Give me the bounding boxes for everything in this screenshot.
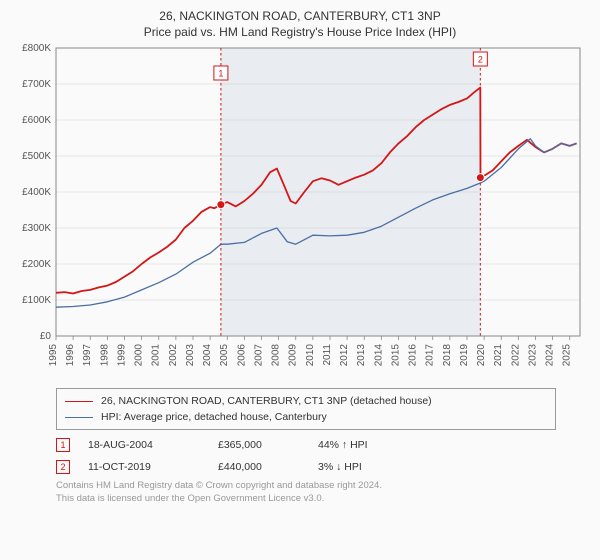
footnote: Contains HM Land Registry data © Crown c…: [56, 480, 588, 505]
svg-text:2013: 2013: [356, 344, 367, 367]
legend-label-pricepaid: 26, NACKINGTON ROAD, CANTERBURY, CT1 3NP…: [101, 395, 432, 407]
footnote-line1: Contains HM Land Registry data © Crown c…: [56, 480, 382, 491]
svg-text:£700K: £700K: [22, 79, 51, 90]
transaction-price-1: £365,000: [218, 439, 318, 451]
transaction-date-1: 18-AUG-2004: [88, 439, 218, 451]
svg-text:2: 2: [478, 55, 483, 65]
svg-text:2002: 2002: [168, 344, 179, 367]
legend-label-hpi: HPI: Average price, detached house, Cant…: [101, 411, 327, 423]
legend: 26, NACKINGTON ROAD, CANTERBURY, CT1 3NP…: [56, 388, 556, 430]
svg-text:2012: 2012: [339, 344, 350, 367]
svg-text:2004: 2004: [202, 344, 213, 367]
svg-text:1995: 1995: [48, 344, 59, 367]
svg-text:2008: 2008: [271, 344, 282, 367]
svg-text:2003: 2003: [185, 344, 196, 367]
transaction-row-1: 1 18-AUG-2004 £365,000 44% ↑ HPI: [56, 434, 556, 456]
svg-text:1999: 1999: [116, 344, 127, 367]
svg-text:2018: 2018: [442, 344, 453, 367]
svg-text:2009: 2009: [288, 344, 299, 367]
title-line1: 26, NACKINGTON ROAD, CANTERBURY, CT1 3NP: [159, 9, 440, 23]
svg-text:2005: 2005: [219, 344, 230, 367]
transaction-diff-2: 3% ↓ HPI: [318, 461, 438, 473]
transaction-row-2: 2 11-OCT-2019 £440,000 3% ↓ HPI: [56, 456, 556, 478]
legend-swatch-hpi: [65, 417, 93, 418]
legend-row-hpi: HPI: Average price, detached house, Cant…: [65, 409, 547, 425]
svg-text:1998: 1998: [99, 344, 110, 367]
svg-text:2014: 2014: [373, 344, 384, 367]
legend-row-pricepaid: 26, NACKINGTON ROAD, CANTERBURY, CT1 3NP…: [65, 393, 547, 409]
transaction-date-2: 11-OCT-2019: [88, 461, 218, 473]
svg-text:2016: 2016: [408, 344, 419, 367]
svg-text:£300K: £300K: [22, 223, 51, 234]
svg-text:2015: 2015: [390, 344, 401, 367]
svg-text:£200K: £200K: [22, 259, 51, 270]
svg-text:1996: 1996: [65, 344, 76, 367]
svg-text:2022: 2022: [510, 344, 521, 367]
svg-text:1997: 1997: [82, 344, 93, 367]
svg-text:£600K: £600K: [22, 115, 51, 126]
svg-text:£800K: £800K: [22, 43, 51, 54]
chart-area: £0 £100K £200K £300K £400K £500K £600K £700K £80…: [12, 42, 588, 382]
svg-text:£400K: £400K: [22, 187, 51, 198]
title-line2: Price paid vs. HM Land Registry's House …: [144, 25, 456, 39]
svg-text:2023: 2023: [527, 344, 538, 367]
footnote-line2: This data is licensed under the Open Gov…: [56, 493, 324, 504]
svg-text:2006: 2006: [236, 344, 247, 367]
svg-text:1: 1: [218, 69, 223, 79]
svg-text:2007: 2007: [253, 344, 264, 367]
svg-text:2011: 2011: [322, 344, 333, 366]
svg-text:2019: 2019: [459, 344, 470, 367]
transaction-marker-2: 2: [56, 460, 70, 474]
transactions-table: 1 18-AUG-2004 £365,000 44% ↑ HPI 2 11-OC…: [56, 434, 556, 478]
svg-text:2025: 2025: [562, 344, 573, 367]
svg-text:£500K: £500K: [22, 151, 51, 162]
svg-text:2001: 2001: [151, 344, 162, 367]
transaction-diff-1: 44% ↑ HPI: [318, 439, 438, 451]
svg-text:2021: 2021: [493, 344, 504, 367]
svg-text:2010: 2010: [305, 344, 316, 367]
line-chart-svg: £0 £100K £200K £300K £400K £500K £600K £700K £80…: [12, 42, 588, 382]
svg-text:2024: 2024: [545, 344, 556, 367]
svg-text:2017: 2017: [425, 344, 436, 367]
svg-text:£0: £0: [40, 331, 52, 342]
transaction-marker-1: 1: [56, 438, 70, 452]
transaction-price-2: £440,000: [218, 461, 318, 473]
svg-text:2020: 2020: [476, 344, 487, 367]
chart-title: 26, NACKINGTON ROAD, CANTERBURY, CT1 3NP…: [12, 8, 588, 40]
svg-text:£100K: £100K: [22, 295, 51, 306]
legend-swatch-pricepaid: [65, 401, 93, 402]
svg-text:2000: 2000: [134, 344, 145, 367]
